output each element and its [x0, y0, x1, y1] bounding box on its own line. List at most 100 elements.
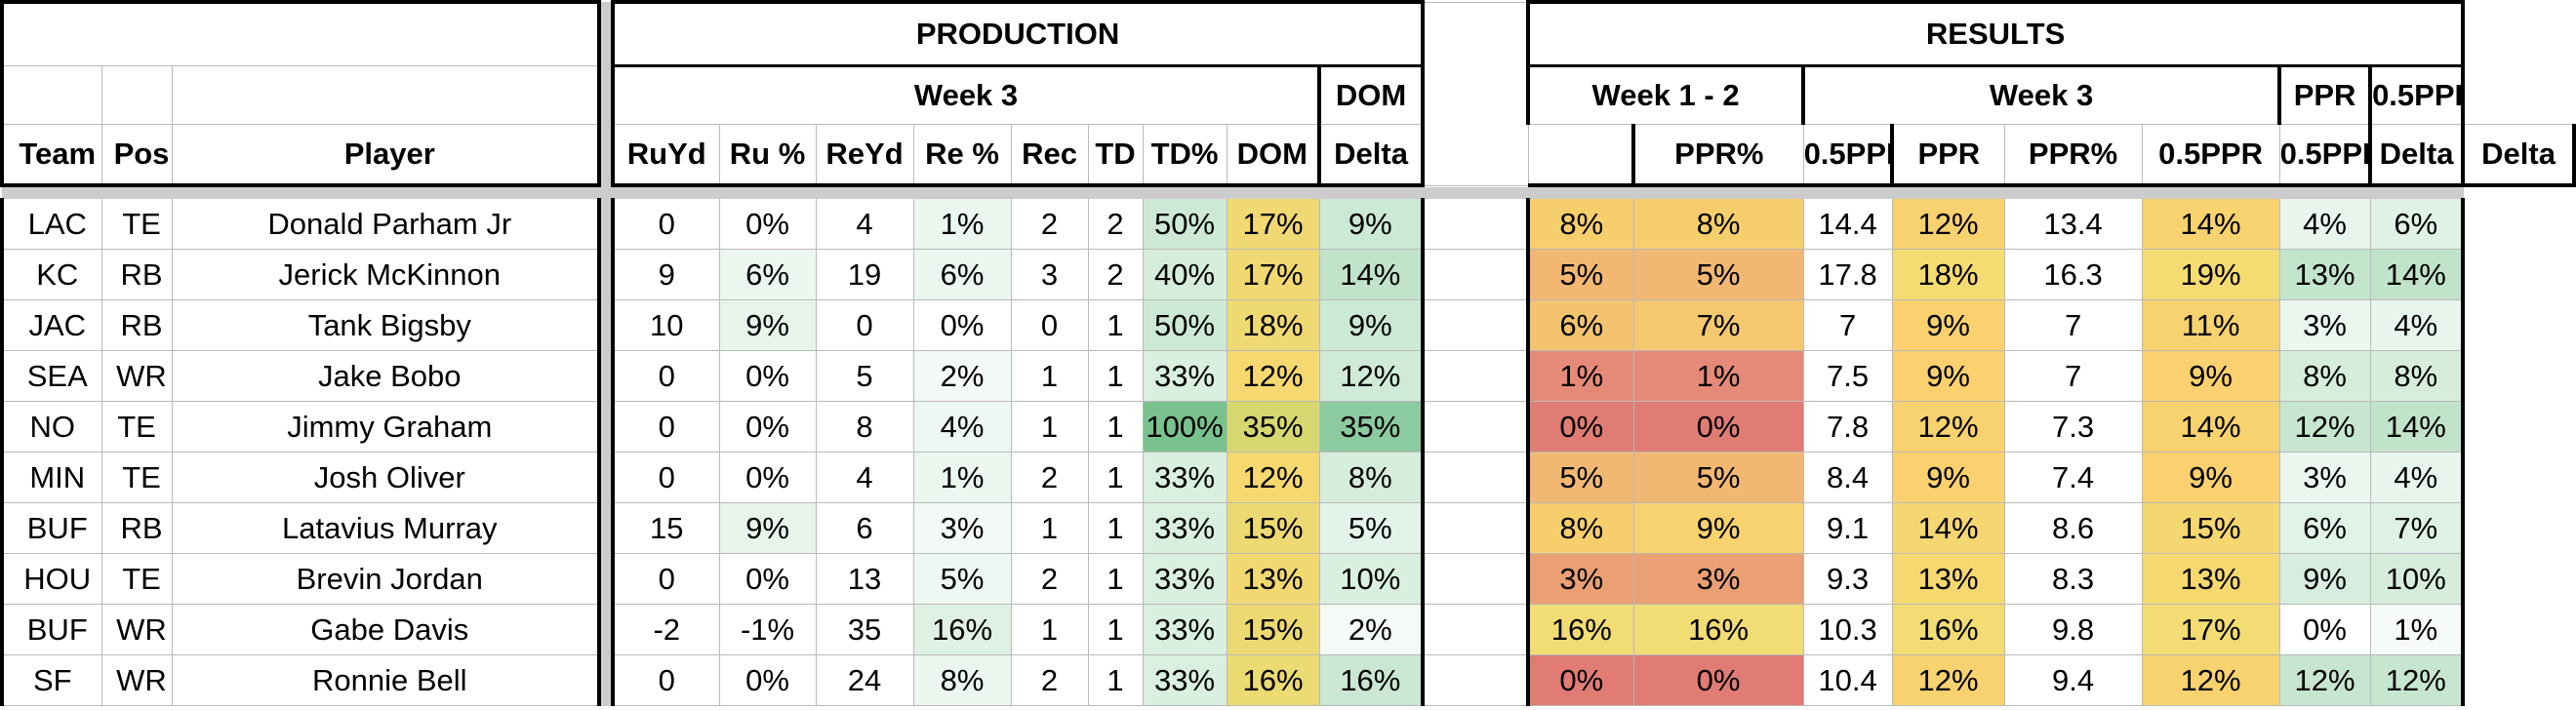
cell-reyd[interactable]: 8 — [815, 401, 914, 453]
cell-ruyd[interactable]: 9 — [611, 249, 720, 300]
cell-td-pct[interactable]: 33% — [1142, 452, 1228, 503]
table-row[interactable]: LAC TE Donald Parham Jr 0 0% 4 1% 2 2 50% 17% 9% 8% 8… — [0, 198, 2574, 250]
cell-wk12-ppr-pct[interactable]: 8% — [1526, 198, 1634, 250]
cell-team[interactable]: LAC — [0, 198, 102, 250]
dom-header[interactable]: DOM — [1317, 65, 1426, 125]
header-blank-player[interactable] — [171, 65, 602, 125]
cell-td[interactable]: 1 — [1087, 401, 1144, 453]
cell-dom[interactable]: 18% — [1226, 299, 1320, 351]
cell-td[interactable]: 1 — [1087, 654, 1144, 706]
cell-reyd[interactable]: 13 — [815, 553, 914, 605]
cell-td-pct[interactable]: 50% — [1142, 198, 1228, 250]
cell-pos[interactable]: RB — [101, 299, 173, 351]
cell-half-ppr-delta[interactable]: 7% — [2369, 502, 2466, 554]
cell-reyd[interactable]: 24 — [815, 654, 914, 706]
cell-wk3-half-ppr[interactable]: 7.3 — [2003, 401, 2143, 453]
cell-team[interactable]: SEA — [0, 350, 102, 402]
cell-wk3-ppr-pct[interactable]: 12% — [1891, 198, 2005, 250]
cell-wk3-ppr-pct[interactable]: 14% — [1891, 502, 2005, 554]
cell-wk3-ppr-pct[interactable]: 12% — [1891, 654, 2005, 706]
results-header[interactable]: RESULTS — [1526, 0, 2466, 67]
cell-half-ppr-delta[interactable]: 4% — [2369, 452, 2466, 503]
cell-half-ppr-delta[interactable]: 1% — [2369, 604, 2466, 655]
table-row[interactable]: JAC RB Tank Bigsby 10 9% 0 0% 0 1 50% 18% 9% 6% 7% 7 9%… — [0, 299, 2574, 351]
cell-player[interactable]: Gabe Davis — [171, 604, 602, 655]
cell-wk3-half-ppr-pct[interactable]: 14% — [2141, 198, 2280, 250]
table-row[interactable]: SEA WR Jake Bobo 0 0% 5 2% 1 1 33% 12% 12% 1% 1% 7.5 9%… — [0, 350, 2574, 402]
cell-reyd[interactable]: 0 — [815, 299, 914, 351]
cell-team[interactable]: MIN — [0, 452, 102, 503]
cell-wk3-ppr[interactable]: 14.4 — [1802, 198, 1893, 250]
cell-re-pct[interactable]: 3% — [912, 502, 1012, 554]
cell-pos[interactable]: RB — [101, 502, 173, 554]
cell-dom[interactable]: 13% — [1226, 553, 1320, 605]
cell-td[interactable]: 2 — [1087, 249, 1144, 300]
cell-wk12-half-ppr-pct[interactable]: 5% — [1632, 452, 1804, 503]
cell-ru-pct[interactable]: 0% — [718, 654, 817, 706]
cell-wk3-half-ppr[interactable]: 7.4 — [2003, 452, 2143, 503]
cell-reyd[interactable]: 4 — [815, 198, 914, 250]
column-header-td[interactable]: TD — [1087, 124, 1144, 187]
cell-wk3-ppr[interactable]: 7 — [1802, 299, 1893, 351]
column-separator[interactable] — [598, 1, 614, 199]
cell-ruyd[interactable]: 0 — [611, 553, 720, 605]
cell-wk12-ppr-pct[interactable]: 1% — [1526, 350, 1634, 402]
table-row[interactable]: KC RB Jerick McKinnon 9 6% 19 6% 3 2 40% 17% 14% 5% 5… — [0, 249, 2574, 300]
cell-wk3-ppr[interactable]: 7.5 — [1802, 350, 1893, 402]
spacer-cell[interactable] — [1422, 1, 1529, 186]
cell-wk12-half-ppr-pct[interactable]: 3% — [1632, 553, 1804, 605]
cell-ppr-delta[interactable]: 13% — [2278, 249, 2371, 300]
cell-team[interactable]: HOU — [0, 553, 102, 605]
header-blank-team[interactable] — [0, 65, 102, 125]
cell-pos[interactable]: TE — [101, 198, 173, 250]
column-header-re-pct[interactable]: Re % — [912, 124, 1012, 187]
cell-dom-delta[interactable]: 8% — [1318, 452, 1426, 503]
column-header-team[interactable]: Team — [0, 124, 102, 187]
cell-re-pct[interactable]: 2% — [912, 350, 1012, 402]
cell-wk3-ppr[interactable]: 10.4 — [1802, 654, 1893, 706]
column-header-wk3-half-ppr[interactable]: 0.5PPR — [2141, 124, 2280, 187]
cell-wk3-half-ppr[interactable]: 8.6 — [2003, 502, 2143, 554]
column-header-dom[interactable]: DOM — [1226, 124, 1320, 187]
cell-wk12-ppr-pct[interactable]: 5% — [1526, 452, 1634, 503]
cell-reyd[interactable]: 4 — [815, 452, 914, 503]
cell-wk12-half-ppr-pct[interactable]: 9% — [1632, 502, 1804, 554]
cell-wk3-ppr-pct[interactable]: 18% — [1891, 249, 2005, 300]
cell-wk3-half-ppr[interactable]: 9.8 — [2003, 604, 2143, 655]
cell-rec[interactable]: 1 — [1010, 604, 1089, 655]
cell-player[interactable]: Josh Oliver — [171, 452, 602, 503]
cell-re-pct[interactable]: 6% — [912, 249, 1012, 300]
cell-td[interactable]: 1 — [1087, 604, 1144, 655]
cell-dom-delta[interactable]: 16% — [1318, 654, 1426, 706]
cell-team[interactable]: NO — [0, 401, 102, 453]
cell-ruyd[interactable]: 0 — [611, 452, 720, 503]
cell-reyd[interactable]: 6 — [815, 502, 914, 554]
ppr-delta-top-header[interactable]: PPR — [2277, 65, 2371, 125]
cell-wk3-ppr[interactable]: 8.4 — [1802, 452, 1893, 503]
cell-pos[interactable]: WR — [101, 350, 173, 402]
spacer-cell[interactable] — [1527, 124, 1634, 187]
cell-ruyd[interactable]: 0 — [611, 350, 720, 402]
column-header-wk12-ppr-pct[interactable]: PPR% — [1631, 124, 1804, 187]
cell-td[interactable]: 1 — [1087, 502, 1144, 554]
cell-wk3-half-ppr-pct[interactable]: 19% — [2141, 249, 2280, 300]
cell-half-ppr-delta[interactable]: 8% — [2369, 350, 2466, 402]
cell-pos[interactable]: TE — [101, 401, 173, 453]
cell-rec[interactable]: 1 — [1010, 350, 1089, 402]
cell-wk12-ppr-pct[interactable]: 0% — [1526, 654, 1634, 706]
cell-reyd[interactable]: 5 — [815, 350, 914, 402]
cell-rec[interactable]: 2 — [1010, 553, 1089, 605]
cell-wk3-half-ppr-pct[interactable]: 15% — [2141, 502, 2280, 554]
cell-wk3-half-ppr[interactable]: 8.3 — [2003, 553, 2143, 605]
cell-dom-delta[interactable]: 5% — [1318, 502, 1426, 554]
cell-ppr-delta[interactable]: 0% — [2278, 604, 2371, 655]
cell-ru-pct[interactable]: 9% — [718, 299, 817, 351]
cell-td-pct[interactable]: 50% — [1142, 299, 1228, 351]
cell-re-pct[interactable]: 0% — [912, 299, 1012, 351]
cell-dom-delta[interactable]: 9% — [1318, 198, 1426, 250]
column-header-wk3-half-ppr-pct[interactable]: 0.5PPR% — [2278, 124, 2371, 187]
cell-wk12-half-ppr-pct[interactable]: 1% — [1632, 350, 1804, 402]
cell-ruyd[interactable]: 0 — [611, 401, 720, 453]
header-blank-pos[interactable] — [101, 65, 173, 125]
cell-reyd[interactable]: 35 — [815, 604, 914, 655]
